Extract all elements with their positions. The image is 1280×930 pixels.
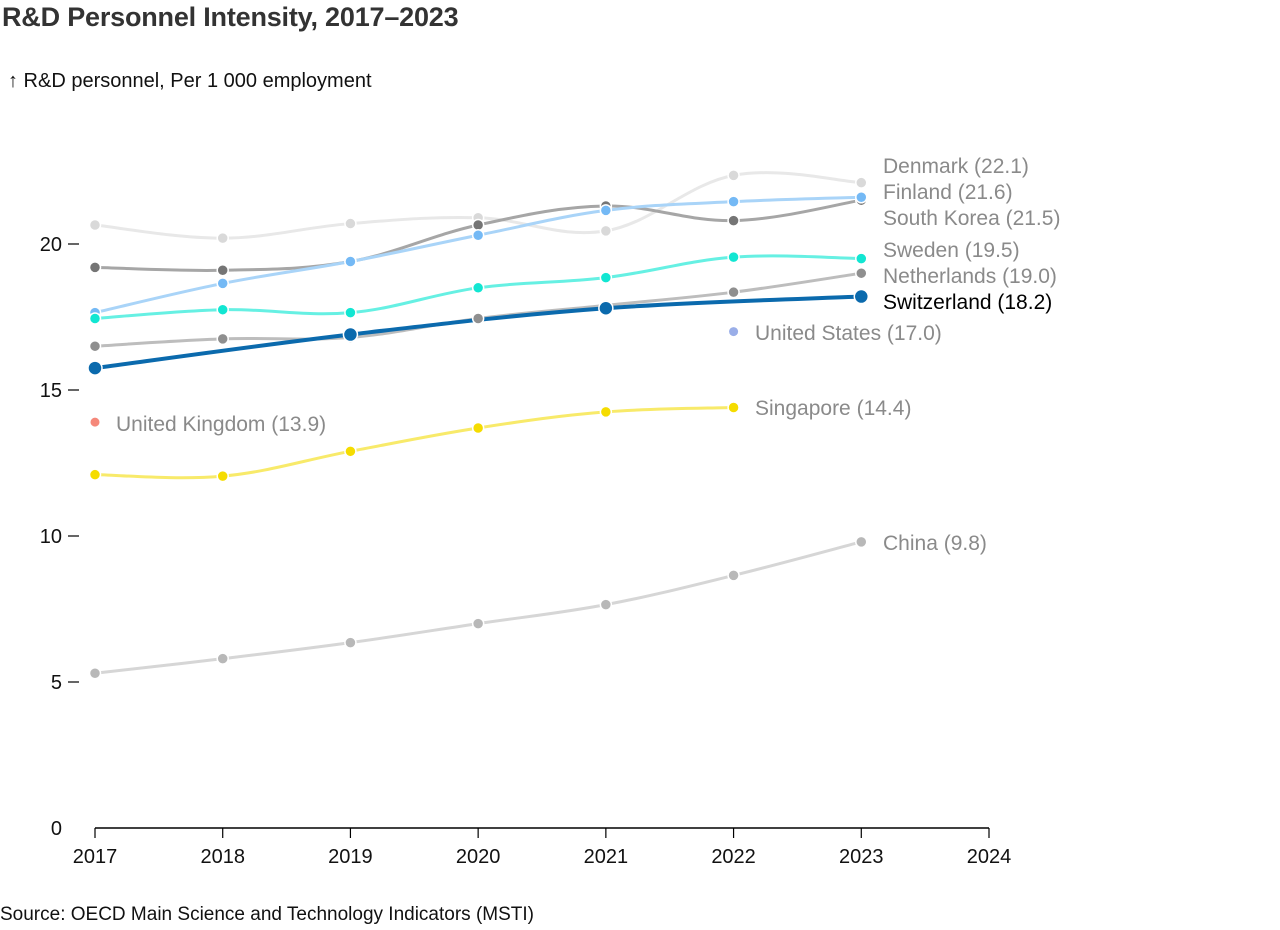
data-point-denmark xyxy=(855,176,868,189)
data-point-denmark xyxy=(88,218,102,232)
y-axis-label: ↑ R&D personnel, Per 1 000 employment xyxy=(8,70,372,92)
data-point-china xyxy=(599,598,613,611)
series-line-china xyxy=(93,540,863,675)
x-tick-label: 2021 xyxy=(584,846,629,868)
data-point-sweden xyxy=(88,312,102,325)
data-point-finland xyxy=(599,204,613,217)
data-point-china xyxy=(471,617,485,630)
data-point-china xyxy=(855,535,868,549)
data-point-netherlands xyxy=(88,339,102,353)
data-point-united-states xyxy=(729,327,739,337)
data-point-sweden xyxy=(727,250,740,264)
data-point-sweden xyxy=(855,252,868,265)
x-tick-label: 2022 xyxy=(711,846,756,868)
x-tick-label: 2018 xyxy=(200,846,245,868)
chart-title: R&D Personnel Intensity, 2017–2023 xyxy=(2,2,459,32)
series-label-united-kingdom: United Kingdom (13.9) xyxy=(116,413,326,436)
data-point-switzerland xyxy=(342,326,359,343)
series-line-switzerland xyxy=(93,294,864,371)
data-point-netherlands xyxy=(471,312,485,325)
x-tick-label: 2023 xyxy=(839,846,884,868)
series-label-united-states: United States (17.0) xyxy=(755,322,942,345)
data-point-sweden xyxy=(344,306,357,319)
data-point-china xyxy=(216,652,229,665)
series-label-finland: Finland (21.6) xyxy=(883,181,1013,204)
data-point-singapore xyxy=(471,421,485,435)
series-label-netherlands: Netherlands (19.0) xyxy=(883,265,1057,288)
series-labels: Denmark (22.1) South Korea (21.5) Finland … xyxy=(116,155,1060,555)
data-point-denmark xyxy=(599,224,613,238)
series-line-singapore xyxy=(93,406,736,480)
x-tick-label: 2019 xyxy=(328,846,373,868)
data-point-china xyxy=(88,666,102,680)
data-point-netherlands xyxy=(216,332,229,346)
data-point-singapore xyxy=(216,469,229,483)
source-note: Source: OECD Main Science and Technology… xyxy=(0,904,534,925)
data-point-switzerland xyxy=(598,300,614,316)
series-label-china: China (9.8) xyxy=(883,532,987,555)
data-point-china xyxy=(727,569,740,582)
data-point-singapore xyxy=(599,405,613,419)
data-point-china xyxy=(344,636,357,649)
data-point-finland xyxy=(216,277,229,290)
axes: 2017 2018 2019 2020 2021 2022 2023 2024 0 5 10 15 20 xyxy=(40,234,1012,868)
y-tick-label: 15 xyxy=(40,380,62,402)
series-label-switzerland: Switzerland (18.2) xyxy=(883,291,1052,314)
series-points xyxy=(87,169,870,680)
x-tick-label: 2017 xyxy=(73,846,118,868)
data-point-sweden xyxy=(216,303,229,316)
data-point-sweden xyxy=(471,281,485,295)
data-point-singapore xyxy=(344,445,357,458)
data-point-sweden xyxy=(599,271,613,284)
series-label-sweden: Sweden (19.5) xyxy=(883,239,1020,262)
data-point-south-korea xyxy=(216,264,229,277)
series-label-singapore: Singapore (14.4) xyxy=(755,397,911,420)
data-point-netherlands xyxy=(727,285,740,299)
y-tick-label: 20 xyxy=(40,234,62,256)
series-label-denmark: Denmark (22.1) xyxy=(883,155,1029,178)
y-tick-label: 0 xyxy=(51,818,62,840)
data-point-netherlands xyxy=(855,266,868,280)
data-point-south-korea xyxy=(88,261,102,274)
data-point-finland xyxy=(344,255,357,268)
data-point-switzerland xyxy=(87,360,103,376)
series-label-south-korea: South Korea (21.5) xyxy=(883,207,1060,230)
x-tick-label: 2020 xyxy=(456,846,501,868)
data-point-denmark xyxy=(727,169,740,182)
y-tick-label: 10 xyxy=(40,526,62,548)
data-point-south-korea xyxy=(471,218,485,232)
data-point-united-kingdom xyxy=(90,417,100,427)
data-point-south-korea xyxy=(727,214,740,227)
x-tick-label: 2024 xyxy=(967,846,1012,868)
data-point-switzerland xyxy=(853,288,870,305)
data-point-finland xyxy=(855,191,868,204)
data-point-finland xyxy=(471,228,485,242)
data-point-denmark xyxy=(344,217,357,230)
data-point-denmark xyxy=(216,231,229,245)
data-point-singapore xyxy=(727,401,740,414)
y-tick-label: 5 xyxy=(51,672,62,694)
data-point-singapore xyxy=(88,468,102,481)
data-point-finland xyxy=(727,195,740,208)
